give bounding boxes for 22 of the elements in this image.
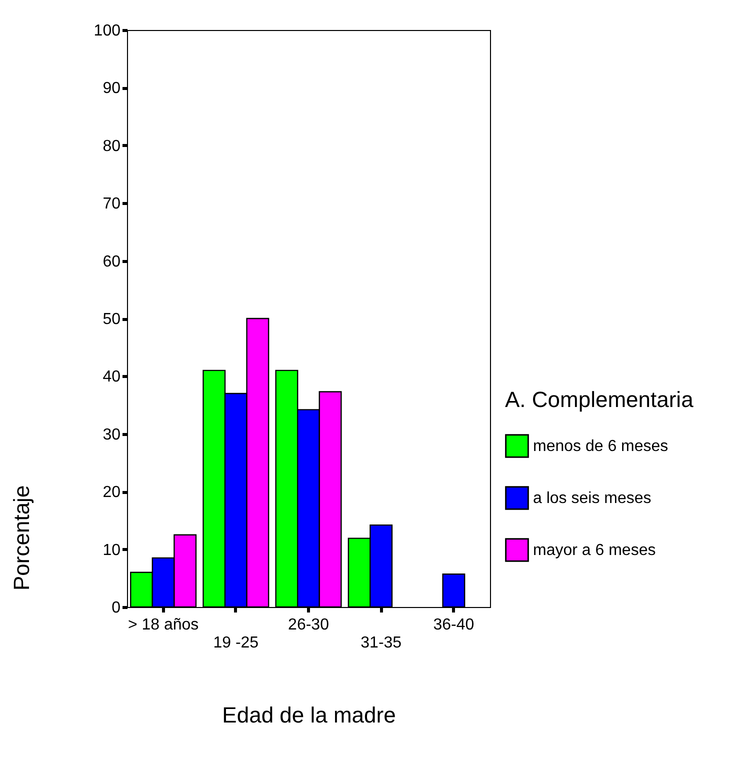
legend-label: a los seis meses	[533, 490, 652, 507]
x-tick-label: 36-40	[433, 616, 474, 634]
legend-title: A. Complementaria	[505, 387, 694, 412]
y-tick-label: 70	[102, 196, 121, 213]
y-tick-label: 20	[102, 484, 121, 502]
y-tick-label: 80	[102, 138, 121, 155]
y-axis-title: Porcentaje	[8, 485, 34, 590]
x-tick-label: 26-30	[288, 616, 330, 634]
x-tick-label: 31-35	[360, 634, 402, 652]
x-tick-label: 19 -25	[213, 634, 259, 652]
legend-label: menos de 6 meses	[533, 438, 668, 455]
x-tick-label: > 18 años	[128, 616, 199, 634]
y-tick-label: 30	[102, 426, 121, 444]
y-tick-label: 0	[112, 600, 121, 616]
y-tick-label: 10	[102, 542, 121, 559]
x-axis-title: Edad de la madre	[222, 702, 396, 728]
y-tick-label: 50	[102, 311, 121, 328]
y-tick-label: 100	[94, 22, 121, 40]
legend-label: mayor a 6 meses	[533, 542, 656, 559]
y-tick-label: 90	[102, 80, 121, 98]
y-tick-label: 40	[102, 368, 121, 386]
y-tick-label: 60	[102, 253, 121, 270]
